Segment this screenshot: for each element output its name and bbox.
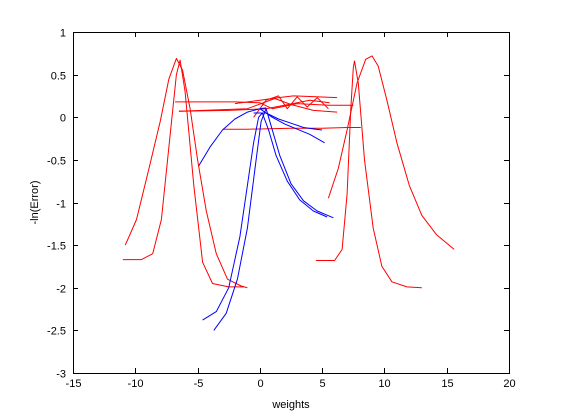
red-series-line-10 xyxy=(327,55,455,250)
y-tick-label: -3 xyxy=(56,369,66,381)
y-tick-label: -2 xyxy=(56,284,66,296)
red-series-line-9 xyxy=(315,60,422,289)
x-tick-label: -15 xyxy=(66,378,82,390)
x-tick-label: 20 xyxy=(503,378,515,390)
x-tick-label: 5 xyxy=(319,378,325,390)
y-tick-label: 1 xyxy=(60,28,66,40)
red-series-line-7 xyxy=(234,95,338,105)
y-tick-label: 0 xyxy=(60,113,66,125)
blue-series-line-14 xyxy=(202,112,328,321)
red-series-line-1 xyxy=(124,57,248,289)
y-axis-label: -ln(Error) xyxy=(29,181,41,225)
x-tick-label: -5 xyxy=(194,378,204,390)
y-tick-label: -1 xyxy=(56,199,66,211)
blue-series-line-13 xyxy=(259,108,325,144)
red-series-line-2 xyxy=(122,59,245,288)
ticks-layer: -15 -10 -5 0 5 10 15 20 -3 -2.5 -2 -1.5 -1 -0.5 0 0.5 1 xyxy=(47,28,516,391)
y-tick-label: 0.5 xyxy=(51,71,66,83)
x-tick-label: -10 xyxy=(128,378,144,390)
x-axis-label: weights xyxy=(271,399,310,411)
plot-area xyxy=(73,32,509,373)
red-series-line-3 xyxy=(178,99,330,112)
blue-series-line-15 xyxy=(213,108,334,331)
x-tick-label: 10 xyxy=(378,378,390,390)
y-tick-label: -2.5 xyxy=(47,326,66,338)
x-tick-label: 15 xyxy=(441,378,453,390)
y-tick-label: -1.5 xyxy=(47,241,66,253)
red-series-line-8 xyxy=(253,95,329,118)
red-series-line-4 xyxy=(175,101,354,110)
series-layer xyxy=(122,55,455,331)
x-tick-label: 0 xyxy=(257,378,263,390)
y-tick-label: -0.5 xyxy=(47,156,66,168)
